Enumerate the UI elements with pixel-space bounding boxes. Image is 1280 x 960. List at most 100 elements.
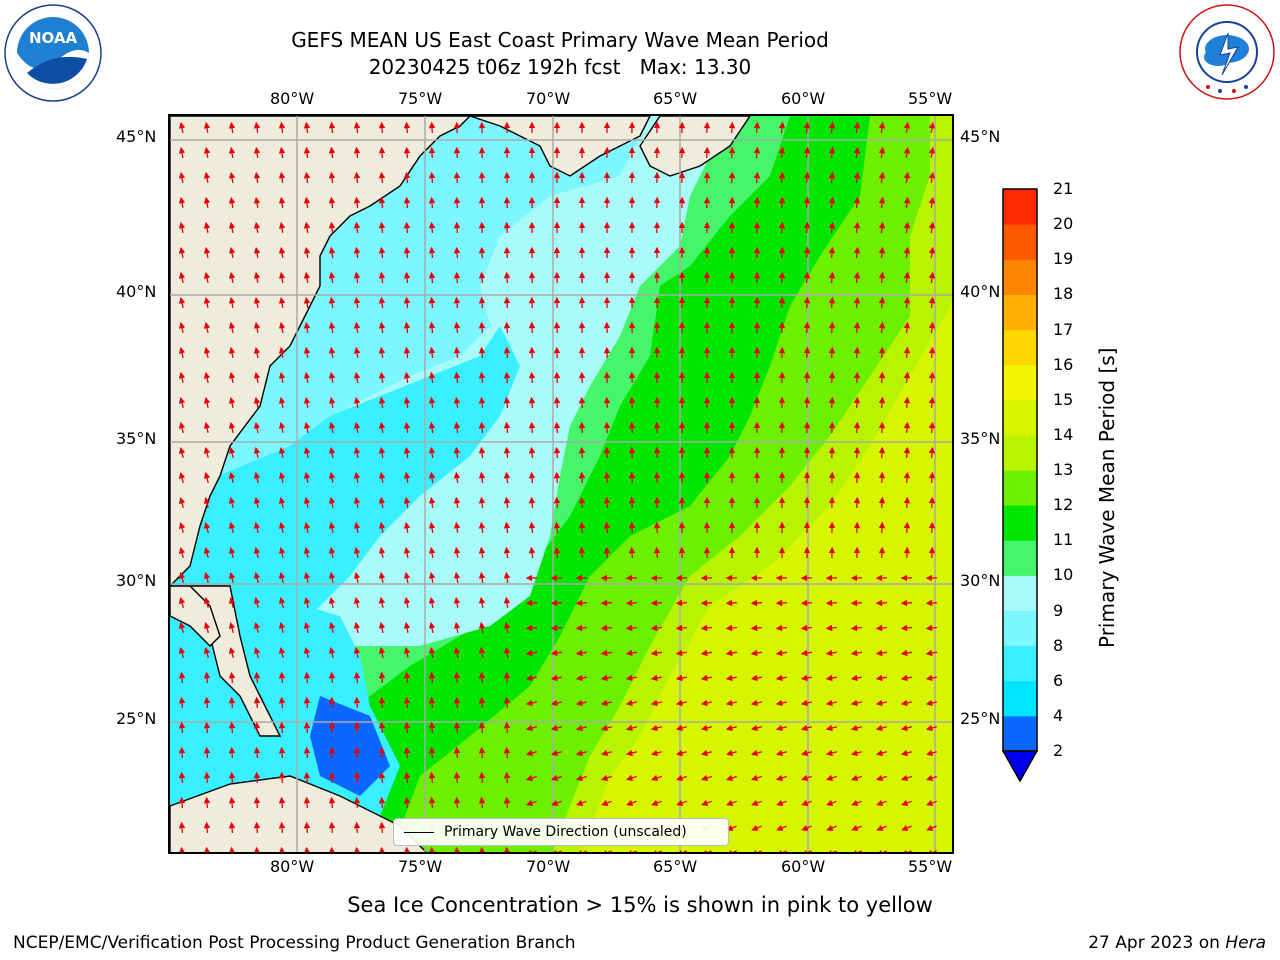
direction-arrow xyxy=(378,246,386,259)
direction-arrow xyxy=(503,796,511,809)
direction-arrow xyxy=(503,446,511,459)
direction-arrow xyxy=(253,521,261,534)
direction-arrow xyxy=(453,621,461,634)
direction-arrow xyxy=(900,724,913,732)
direction-arrow xyxy=(278,221,286,234)
direction-arrow xyxy=(353,496,361,509)
direction-arrow xyxy=(403,121,411,134)
direction-arrow xyxy=(900,699,913,707)
direction-arrow xyxy=(453,671,461,684)
colorbar-cell xyxy=(1003,399,1037,436)
direction-arrow xyxy=(278,746,286,759)
lat-label-left-35n: 35°N xyxy=(116,429,157,448)
direction-arrow xyxy=(278,771,286,784)
direction-arrow xyxy=(353,821,361,834)
direction-arrow xyxy=(378,496,386,509)
direction-arrow xyxy=(850,774,862,782)
noaa-logo: NOAA xyxy=(4,4,102,102)
direction-arrow xyxy=(853,446,861,459)
colorbar-cell xyxy=(1003,470,1037,506)
direction-arrow xyxy=(701,799,712,806)
direction-arrow xyxy=(576,799,587,806)
direction-arrow xyxy=(203,721,211,734)
direction-arrow xyxy=(878,421,886,434)
direction-arrow xyxy=(650,649,663,657)
direction-arrow xyxy=(628,496,636,509)
direction-arrow xyxy=(278,396,286,409)
direction-arrow xyxy=(278,121,286,134)
direction-arrow xyxy=(228,221,236,234)
direction-arrow xyxy=(503,771,511,784)
direction-arrow xyxy=(478,246,486,259)
colorbar-cell xyxy=(1003,540,1037,576)
direction-arrow xyxy=(628,546,636,559)
map-legend: Primary Wave Direction (unscaled) xyxy=(393,818,729,846)
direction-arrow xyxy=(303,446,311,459)
direction-arrow xyxy=(903,496,911,509)
direction-arrow xyxy=(403,746,411,759)
direction-arrow xyxy=(503,621,511,633)
direction-arrow xyxy=(378,796,386,809)
direction-arrow xyxy=(453,146,461,159)
direction-arrow xyxy=(278,271,286,284)
direction-arrow xyxy=(228,771,236,784)
direction-arrow xyxy=(403,171,411,184)
direction-arrow xyxy=(178,246,186,259)
direction-arrow xyxy=(700,599,713,607)
direction-arrow xyxy=(403,221,411,234)
direction-arrow xyxy=(828,121,836,134)
direction-arrow xyxy=(453,371,461,384)
direction-arrow xyxy=(328,171,336,184)
direction-arrow xyxy=(828,146,836,159)
direction-arrow xyxy=(203,171,211,184)
direction-arrow xyxy=(878,371,886,384)
direction-arrow xyxy=(753,146,761,159)
direction-arrow xyxy=(178,596,186,608)
direction-arrow xyxy=(925,699,938,707)
direction-arrow xyxy=(403,271,411,284)
lon-label-bottom-75w: 75°W xyxy=(398,857,443,876)
direction-arrow xyxy=(203,321,211,334)
direction-arrow xyxy=(851,849,862,852)
direction-arrow xyxy=(928,221,936,234)
direction-arrow xyxy=(478,696,486,709)
noaa-logo-text: NOAA xyxy=(29,29,78,47)
direction-arrow xyxy=(428,296,436,309)
direction-arrow xyxy=(353,621,361,634)
direction-arrow xyxy=(428,446,436,459)
direction-arrow xyxy=(453,696,461,709)
direction-arrow xyxy=(676,799,687,806)
direction-arrow xyxy=(676,849,687,852)
colorbar-outline xyxy=(1002,188,1038,752)
direction-arrow xyxy=(328,246,336,259)
direction-arrow xyxy=(828,371,836,384)
direction-arrow xyxy=(903,221,911,234)
direction-arrow xyxy=(751,799,762,806)
direction-arrow xyxy=(903,171,911,184)
direction-arrow xyxy=(403,246,411,259)
direction-arrow xyxy=(203,596,211,608)
direction-arrow xyxy=(328,196,336,209)
direction-arrow xyxy=(528,546,536,559)
direction-arrow xyxy=(453,321,461,334)
direction-arrow xyxy=(828,221,836,234)
direction-arrow xyxy=(928,546,936,559)
direction-arrow xyxy=(853,171,861,184)
direction-arrow xyxy=(253,821,261,834)
direction-arrow xyxy=(253,421,261,434)
direction-arrow xyxy=(403,421,411,433)
direction-arrow xyxy=(353,246,361,259)
direction-arrow xyxy=(503,521,511,534)
chart-title: GEFS MEAN US East Coast Primary Wave Mea… xyxy=(291,28,829,52)
direction-arrow xyxy=(503,671,511,684)
lon-label-top-80w: 80°W xyxy=(270,89,315,108)
direction-arrow xyxy=(850,599,863,607)
direction-arrow xyxy=(303,571,311,584)
direction-arrow xyxy=(478,271,486,284)
lon-label-bottom-70w: 70°W xyxy=(526,857,571,876)
direction-arrow xyxy=(378,146,386,159)
direction-arrow xyxy=(353,721,361,734)
direction-arrow xyxy=(303,721,311,734)
direction-arrow xyxy=(775,774,787,782)
direction-arrow xyxy=(528,496,536,509)
